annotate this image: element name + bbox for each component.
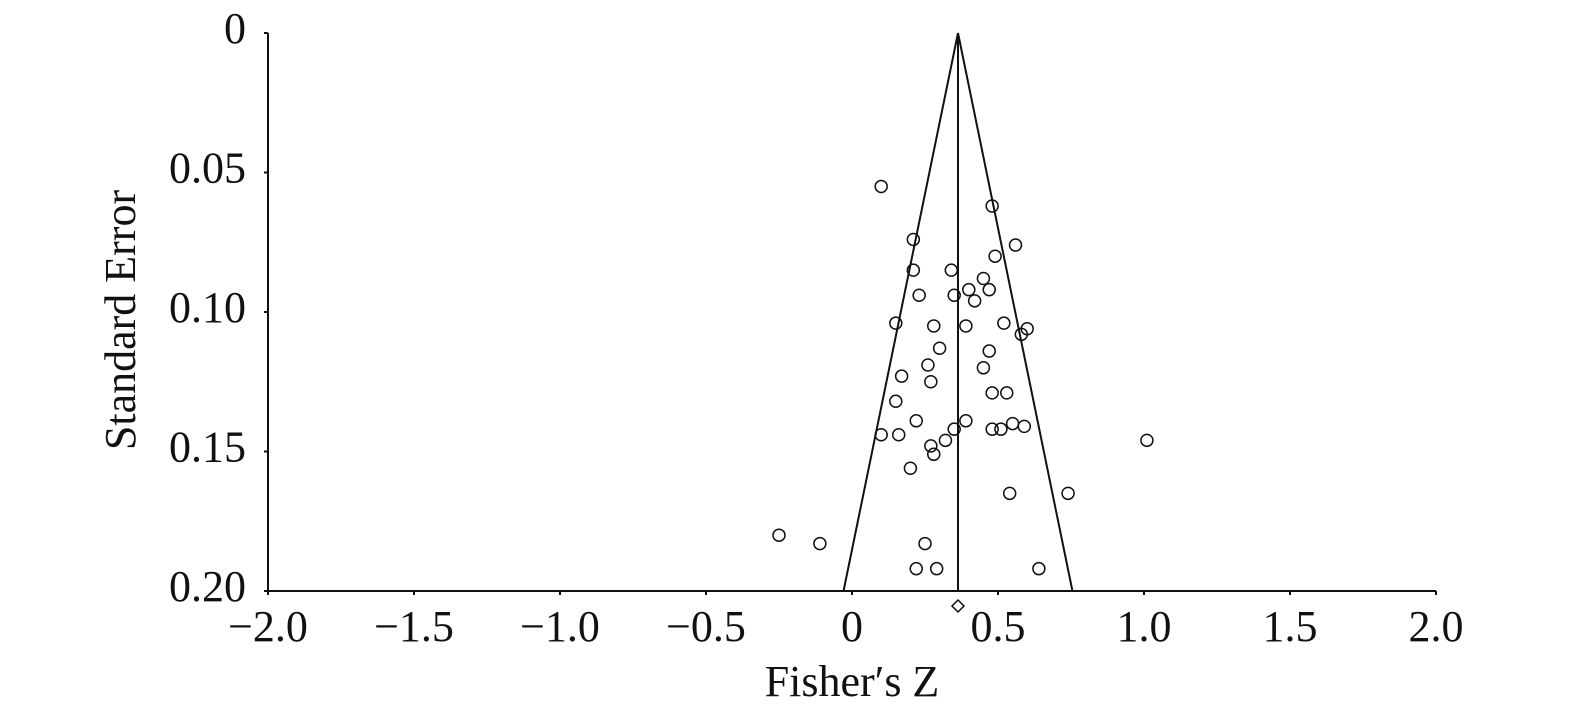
study-point <box>985 199 999 213</box>
y-tick-label: 0.20 <box>169 562 246 611</box>
study-point <box>947 422 961 436</box>
study-point <box>906 232 921 247</box>
study-point <box>944 263 959 277</box>
study-point <box>1014 327 1029 342</box>
y-tick-label: 0.10 <box>169 283 246 332</box>
study-point <box>813 536 827 551</box>
study-point <box>772 528 786 542</box>
study-point <box>938 433 953 448</box>
study-point <box>909 561 923 576</box>
study-point <box>947 288 961 303</box>
study-point <box>918 536 932 551</box>
study-point <box>906 263 921 277</box>
study-point <box>894 369 909 383</box>
x-tick-label: −1.5 <box>374 602 454 651</box>
study-point <box>967 294 982 308</box>
study-point <box>985 386 999 400</box>
study-point <box>1002 486 1017 501</box>
study-point <box>924 439 938 453</box>
study-point <box>874 179 888 194</box>
study-point <box>932 341 947 356</box>
x-tick-label: 1.5 <box>1263 602 1318 651</box>
x-tick-label: 1.0 <box>1117 602 1172 651</box>
study-point <box>891 428 906 442</box>
study-point <box>1017 419 1032 434</box>
study-point <box>1000 386 1014 400</box>
study-point <box>912 288 926 303</box>
study-point <box>909 414 923 428</box>
study-point <box>985 422 999 436</box>
x-tick-label: −0.5 <box>666 602 746 651</box>
study-point <box>1140 433 1154 448</box>
funnel-upper <box>957 32 1074 592</box>
study-point <box>962 282 976 297</box>
study-point <box>1008 238 1023 252</box>
study-point <box>903 461 918 475</box>
x-tick-label: 0 <box>841 602 863 651</box>
study-point <box>929 561 944 576</box>
x-tick-label: 0.5 <box>971 602 1026 651</box>
study-point <box>874 428 888 442</box>
y-tick-label: 0.05 <box>169 144 246 193</box>
study-point <box>997 316 1011 330</box>
study-point <box>927 319 941 333</box>
study-point <box>924 375 938 389</box>
study-point <box>994 422 1008 436</box>
study-point <box>927 447 941 462</box>
y-tick-label: 0 <box>224 4 246 53</box>
study-point <box>976 271 991 286</box>
x-tick-label: 2.0 <box>1409 602 1464 651</box>
study-point <box>959 414 973 428</box>
x-tick-label: −1.0 <box>520 602 600 651</box>
x-axis-title: Fisher′s Z <box>765 657 940 706</box>
study-point <box>982 344 996 358</box>
summary-diamond <box>950 598 966 614</box>
y-axis-title: Standard Error <box>96 190 145 451</box>
funnel-lower <box>842 32 959 592</box>
study-point <box>1005 416 1020 431</box>
study-point <box>988 249 1002 263</box>
study-point <box>1032 561 1046 576</box>
y-tick-label: 0.15 <box>169 423 246 472</box>
study-point <box>959 319 973 333</box>
study-point <box>976 361 991 375</box>
study-point <box>1061 486 1075 501</box>
study-point <box>889 316 903 330</box>
x-tick-label: −2.0 <box>228 602 308 651</box>
study-point <box>889 394 903 409</box>
study-point <box>982 282 996 297</box>
study-point <box>921 358 935 372</box>
